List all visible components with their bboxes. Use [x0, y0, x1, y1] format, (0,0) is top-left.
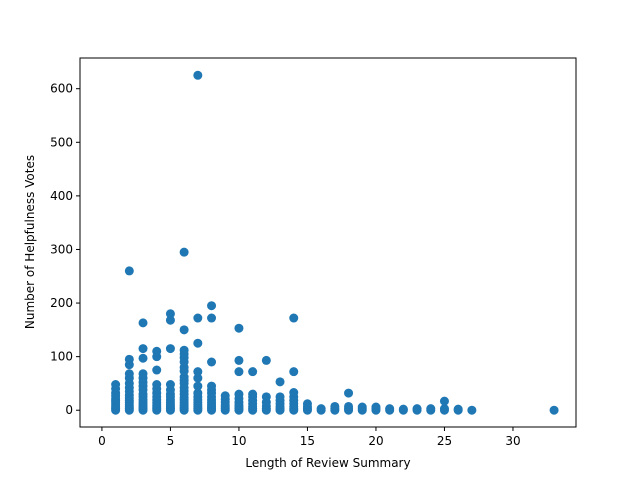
data-point: [179, 325, 189, 335]
data-point: [234, 355, 244, 365]
data-point: [193, 313, 203, 323]
data-point: [261, 355, 271, 365]
data-point: [207, 301, 217, 311]
data-point: [165, 309, 175, 319]
x-tick-label: 10: [231, 434, 246, 448]
x-tick-label: 15: [300, 434, 315, 448]
data-point: [165, 380, 175, 390]
data-point: [165, 344, 175, 354]
y-tick-label: 300: [50, 242, 73, 256]
data-point: [289, 388, 299, 398]
data-point: [453, 404, 463, 414]
y-tick-label: 600: [50, 82, 73, 96]
data-point: [207, 381, 217, 391]
data-point: [124, 354, 134, 364]
data-point: [330, 401, 340, 411]
data-point: [207, 357, 217, 367]
x-tick-label: 30: [505, 434, 520, 448]
data-point: [193, 367, 203, 377]
data-point: [412, 404, 422, 414]
data-point: [439, 404, 449, 414]
data-point: [152, 380, 162, 390]
y-axis-label: Number of Helpfulness Votes: [23, 155, 37, 329]
plot-frame: [79, 57, 577, 428]
data-point: [193, 70, 203, 80]
data-point: [179, 345, 189, 355]
data-point: [439, 396, 449, 406]
data-point: [193, 388, 203, 398]
data-point: [179, 247, 189, 257]
x-axis: 0 5 10 15 20 25 30: [98, 427, 521, 448]
data-point: [426, 404, 436, 414]
y-tick-label: 0: [65, 403, 73, 417]
data-point: [138, 344, 148, 354]
y-tick-label: 200: [50, 296, 73, 310]
y-tick-label: 500: [50, 135, 73, 149]
data-point: [234, 323, 244, 333]
y-tick-label: 100: [50, 350, 73, 364]
data-point: [193, 373, 203, 383]
data-point: [165, 315, 175, 325]
data-point: [344, 388, 354, 398]
data-point: [275, 377, 285, 387]
data-point: [549, 405, 559, 415]
data-point: [207, 313, 217, 323]
data-point: [289, 313, 299, 323]
data-point: [124, 369, 134, 379]
data-point: [316, 404, 326, 414]
data-point: [193, 381, 203, 391]
data-point: [152, 346, 162, 356]
data-point: [398, 404, 408, 414]
data-point: [344, 401, 354, 411]
data-point: [152, 365, 162, 375]
data-point: [124, 266, 134, 276]
data-point: [371, 402, 381, 412]
data-point: [111, 380, 121, 390]
data-point: [248, 389, 258, 399]
data-point: [138, 318, 148, 328]
data-point: [261, 392, 271, 402]
x-tick-label: 5: [167, 434, 175, 448]
data-point: [193, 338, 203, 348]
points-layer: [111, 70, 559, 415]
x-tick-label: 0: [98, 434, 106, 448]
data-point: [385, 404, 395, 414]
y-axis: 0 100 200 300 400 500 600: [50, 82, 80, 417]
data-point: [467, 405, 477, 415]
data-point: [357, 402, 367, 412]
x-tick-label: 20: [368, 434, 383, 448]
data-point: [289, 367, 299, 377]
data-point: [248, 367, 258, 377]
data-point: [275, 392, 285, 402]
x-tick-label: 25: [437, 434, 452, 448]
data-point: [138, 369, 148, 379]
y-tick-label: 400: [50, 189, 73, 203]
data-point: [234, 389, 244, 399]
x-axis-label: Length of Review Summary: [245, 456, 410, 470]
data-point: [234, 367, 244, 377]
data-point: [302, 399, 312, 409]
data-point: [138, 353, 148, 363]
data-point: [220, 391, 230, 401]
